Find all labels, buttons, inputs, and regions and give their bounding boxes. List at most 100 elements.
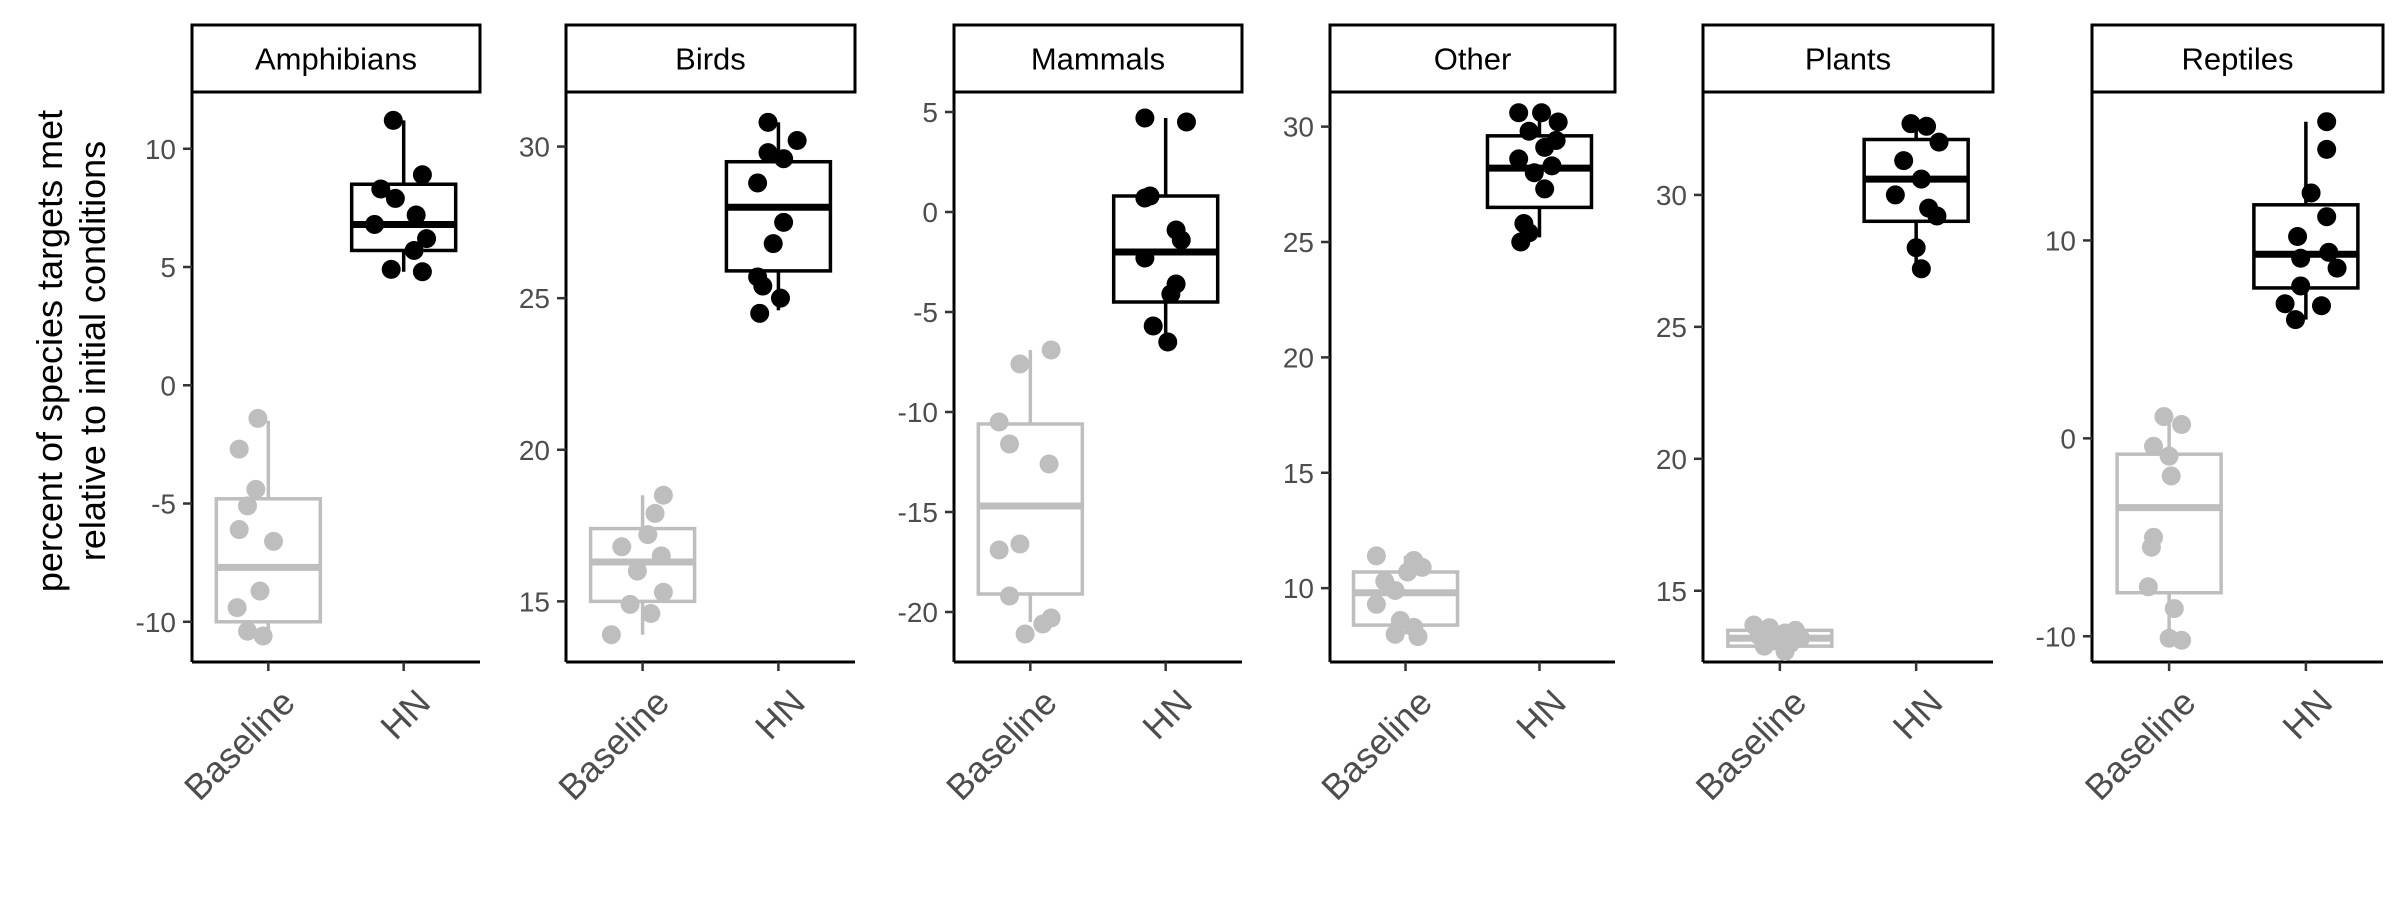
data-point — [1901, 114, 1921, 134]
series-baseline — [1726, 615, 1834, 661]
facet-panel-other: Other 30 25 20 15 10 Baseline HN — [1283, 23, 1617, 808]
y-tick-label: 20 — [1283, 342, 1314, 373]
data-point — [2327, 258, 2347, 278]
data-point — [1412, 557, 1432, 577]
data-point — [1535, 179, 1555, 199]
y-tick-label: 5 — [160, 252, 176, 283]
facet-strip — [1328, 23, 1617, 94]
y-axis-title-line: percent of species targets met — [29, 110, 70, 592]
y-tick-label: -10 — [136, 607, 176, 638]
x-tick-label: Baseline — [550, 681, 677, 808]
facet-panel-amphibians: Amphibians 10 5 0 -5 -10 Baseline HN — [136, 23, 482, 808]
data-point — [1524, 163, 1544, 183]
data-point — [2319, 242, 2339, 262]
data-point — [2144, 436, 2164, 456]
data-point — [1885, 185, 1905, 205]
data-point — [2288, 226, 2308, 246]
facet-strip-label: Mammals — [1031, 42, 1165, 77]
data-point — [1039, 454, 1059, 474]
data-point — [1000, 586, 1020, 606]
data-point — [371, 179, 391, 199]
y-axis-title-line: relative to initial conditions — [72, 141, 113, 561]
data-point — [989, 412, 1009, 432]
x-tick-label: Baseline — [176, 681, 303, 808]
data-point — [1000, 434, 1020, 454]
data-point — [1161, 284, 1181, 304]
y-tick-label: 15 — [1656, 576, 1687, 607]
data-point — [748, 173, 768, 193]
data-point — [638, 525, 658, 545]
data-point — [1911, 259, 1931, 279]
x-tick-label: HN — [747, 681, 813, 747]
data-point — [653, 485, 673, 505]
data-point — [1929, 132, 1949, 152]
data-point — [1519, 121, 1539, 141]
facet-panel-birds: Birds 30 25 20 15 Baseline HN — [519, 23, 857, 808]
facet-strip-label: Birds — [675, 42, 746, 77]
data-point — [381, 259, 401, 279]
data-point — [653, 582, 673, 602]
y-tick-label: 0 — [922, 197, 938, 228]
x-tick-label: HN — [372, 681, 438, 747]
facet-strip — [1701, 23, 1995, 94]
y-tick-label: -5 — [151, 489, 176, 520]
y-tick-label: 10 — [2045, 225, 2076, 256]
data-point — [248, 408, 268, 428]
y-tick-label: 30 — [519, 132, 550, 163]
data-point — [229, 520, 249, 540]
data-point — [2285, 310, 2305, 330]
data-point — [1366, 594, 1386, 614]
data-point — [651, 546, 671, 566]
series-baseline — [2115, 407, 2223, 650]
data-point — [1366, 546, 1386, 566]
data-point — [2172, 415, 2192, 434]
data-point — [763, 234, 783, 254]
data-point — [404, 240, 424, 260]
y-tick-label: -20 — [898, 597, 938, 628]
y-tick-label: 15 — [1283, 458, 1314, 489]
data-point — [1754, 636, 1774, 656]
data-point — [253, 626, 273, 646]
data-point — [406, 205, 426, 225]
data-point — [1033, 614, 1053, 634]
data-point — [1927, 206, 1947, 226]
data-point — [1010, 354, 1030, 374]
data-point — [1135, 108, 1155, 128]
x-tick-label: HN — [2274, 681, 2340, 747]
facet-strip-label: Other — [1434, 42, 1512, 77]
facet-strip — [564, 23, 857, 94]
y-tick-label: 0 — [160, 370, 176, 401]
data-point — [645, 503, 665, 523]
data-point — [238, 621, 258, 641]
data-point — [250, 581, 270, 601]
facet-strip-label: Plants — [1805, 42, 1891, 77]
data-point — [750, 303, 770, 323]
data-point — [758, 112, 778, 132]
facet-panel-plants: Plants 30 25 20 15 Baseline HN — [1656, 23, 1995, 808]
data-point — [2291, 276, 2311, 296]
data-point — [2275, 294, 2295, 314]
x-tick-label: Baseline — [1688, 681, 1815, 808]
y-tick-label: 20 — [1656, 444, 1687, 475]
data-point — [1015, 624, 1035, 644]
y-tick-label: 30 — [1283, 112, 1314, 143]
x-tick-label: Baseline — [1313, 681, 1440, 808]
data-point — [227, 598, 247, 618]
data-point — [641, 603, 661, 623]
data-point — [787, 131, 807, 151]
data-point — [770, 288, 790, 308]
series-baseline — [976, 340, 1085, 644]
data-point — [2141, 537, 2161, 557]
data-point — [1158, 332, 1178, 352]
data-point — [246, 479, 266, 499]
data-point — [1906, 238, 1926, 258]
data-point — [2172, 630, 2192, 650]
y-axis-title: percent of species targets metrelative t… — [29, 110, 113, 592]
data-point — [1894, 151, 1914, 171]
y-tick-label: 10 — [145, 134, 176, 165]
data-point — [758, 143, 778, 163]
data-point — [1535, 137, 1555, 157]
